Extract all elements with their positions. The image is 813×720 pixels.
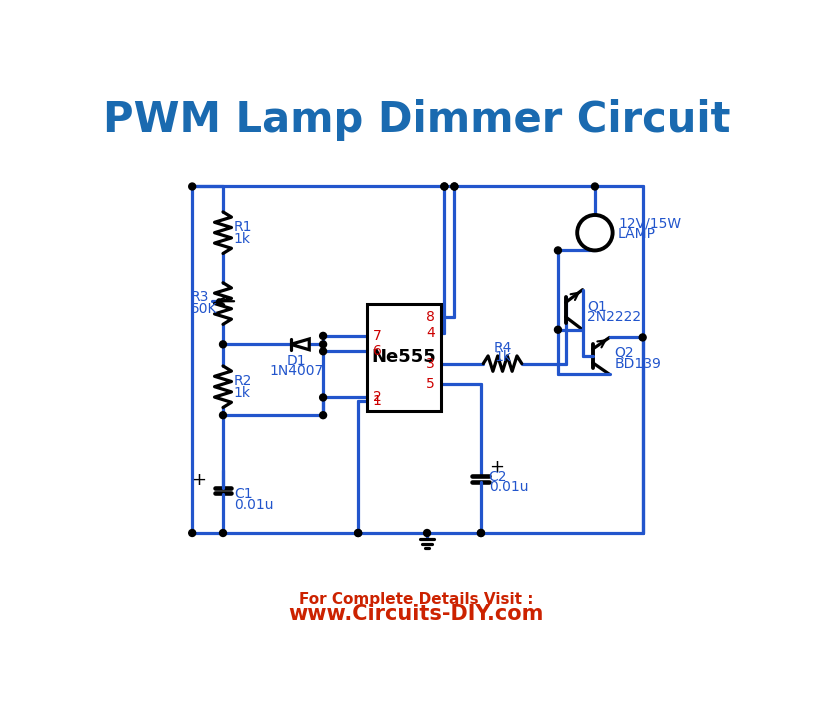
- Circle shape: [591, 183, 598, 190]
- Circle shape: [217, 299, 221, 304]
- Polygon shape: [291, 339, 309, 350]
- Text: R1: R1: [234, 220, 252, 233]
- Circle shape: [554, 247, 562, 254]
- Text: Ne555: Ne555: [372, 348, 437, 366]
- Circle shape: [477, 529, 485, 536]
- Text: 1k: 1k: [234, 232, 250, 246]
- Circle shape: [354, 529, 362, 536]
- Text: For Complete Details Visit :: For Complete Details Visit :: [299, 593, 533, 608]
- Circle shape: [477, 529, 485, 536]
- Text: 1N4007: 1N4007: [269, 364, 324, 378]
- Circle shape: [320, 394, 327, 401]
- Circle shape: [320, 341, 327, 348]
- Text: LAMP: LAMP: [618, 228, 656, 241]
- Text: 1k: 1k: [494, 351, 511, 364]
- Circle shape: [320, 333, 327, 339]
- Circle shape: [441, 183, 448, 190]
- Text: 6: 6: [373, 344, 381, 359]
- Text: BD139: BD139: [614, 356, 661, 371]
- Text: C1: C1: [234, 487, 252, 502]
- Text: 4: 4: [426, 325, 435, 340]
- Text: 1: 1: [373, 395, 381, 408]
- Text: Q2: Q2: [614, 346, 634, 360]
- Circle shape: [320, 348, 327, 355]
- Circle shape: [639, 334, 646, 341]
- Circle shape: [577, 215, 613, 251]
- Text: PWM Lamp Dimmer Circuit: PWM Lamp Dimmer Circuit: [102, 99, 730, 141]
- Text: 1k: 1k: [234, 386, 250, 400]
- Circle shape: [424, 529, 431, 536]
- Text: +: +: [489, 458, 504, 476]
- Text: Q1: Q1: [587, 300, 607, 314]
- Text: 5: 5: [426, 377, 435, 392]
- Text: C2: C2: [489, 469, 507, 484]
- Circle shape: [451, 183, 458, 190]
- Text: 12V/15W: 12V/15W: [618, 217, 681, 230]
- Text: +: +: [191, 471, 206, 489]
- Circle shape: [220, 412, 227, 418]
- Text: 3: 3: [426, 356, 435, 371]
- Text: D1: D1: [286, 354, 306, 369]
- Text: 0.01u: 0.01u: [489, 480, 528, 494]
- Circle shape: [220, 529, 227, 536]
- Text: R3: R3: [191, 289, 209, 304]
- Circle shape: [554, 326, 562, 333]
- Text: 2: 2: [373, 390, 381, 405]
- Circle shape: [320, 412, 327, 418]
- Circle shape: [354, 529, 362, 536]
- Circle shape: [220, 341, 227, 348]
- Text: R2: R2: [234, 374, 252, 387]
- Text: 50K: 50K: [191, 302, 217, 316]
- Circle shape: [189, 529, 196, 536]
- Text: 8: 8: [426, 310, 435, 325]
- Circle shape: [451, 183, 458, 190]
- Text: www.Circuits-DIY.com: www.Circuits-DIY.com: [289, 604, 544, 624]
- Text: 0.01u: 0.01u: [234, 498, 273, 511]
- Text: R4: R4: [493, 341, 511, 355]
- Circle shape: [441, 183, 448, 190]
- Circle shape: [189, 183, 196, 190]
- Bar: [367, 305, 441, 410]
- Text: 2N2222: 2N2222: [587, 310, 641, 325]
- Text: 7: 7: [373, 329, 381, 343]
